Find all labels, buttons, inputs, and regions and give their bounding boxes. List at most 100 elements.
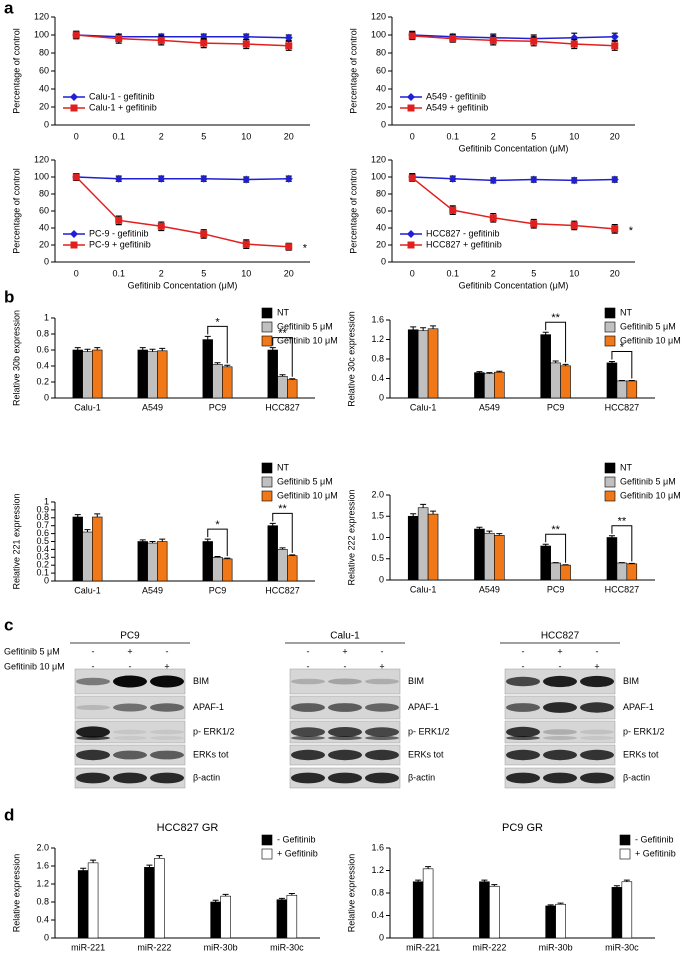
marker <box>570 176 579 185</box>
significance-bracket <box>545 533 567 563</box>
y-tick-label: 80 <box>39 188 49 198</box>
y-tick-label: 80 <box>376 47 386 57</box>
legend-label: NT <box>620 307 632 317</box>
x-tick-label: 0.1 <box>112 268 125 278</box>
marker <box>70 93 78 101</box>
bar <box>621 881 633 939</box>
blot-band <box>543 772 577 784</box>
blot-band <box>543 729 577 735</box>
legend-label: + Gefitinib <box>635 848 676 858</box>
significance-label: ** <box>551 312 560 324</box>
legend-label: A549 - gefitinib <box>426 91 486 101</box>
blot-band <box>291 749 325 761</box>
bar <box>616 380 628 399</box>
marker <box>157 174 166 183</box>
blot-row-label: APAF-1 <box>623 702 654 712</box>
y-tick-label: 0 <box>44 119 49 129</box>
marker <box>70 241 78 249</box>
marker <box>407 93 415 101</box>
x-tick-label: 0 <box>410 268 415 278</box>
bar <box>412 881 424 939</box>
error-bar <box>159 347 166 351</box>
blot-band <box>113 736 147 740</box>
error-bar <box>149 348 156 352</box>
marker <box>157 36 165 44</box>
blot-band <box>113 729 147 735</box>
blot-row-label: ERKs tot <box>408 749 444 759</box>
y-tick-label: 1 <box>44 312 49 322</box>
blot-band <box>543 749 577 761</box>
y-axis-label: Relative 221 expression <box>11 493 21 589</box>
x-tick-label: Calu-1 <box>74 585 101 595</box>
x-tick-label: A549 <box>142 585 163 595</box>
legend-label: HCC827 - gefitinib <box>426 228 500 238</box>
blot-row-label: ERKs tot <box>623 749 659 759</box>
blot-band <box>328 772 362 784</box>
y-tick-label: 120 <box>371 154 386 164</box>
significance-bracket <box>611 525 633 562</box>
x-tick-label: 2 <box>491 268 496 278</box>
bar <box>606 537 618 581</box>
x-tick-label: 20 <box>284 268 294 278</box>
legend-label: NT <box>277 307 289 317</box>
blot-band <box>76 736 110 740</box>
bar <box>626 563 638 581</box>
blot-strip <box>289 668 401 695</box>
bar <box>202 541 213 582</box>
y-axis-label: Percentage of control <box>348 168 358 254</box>
y-tick-label: 0 <box>379 392 384 402</box>
x-tick-label: 2 <box>159 268 164 278</box>
x-tick-label: 5 <box>201 268 206 278</box>
significance-bracket <box>207 528 228 557</box>
marker <box>407 104 415 112</box>
blot-band <box>580 675 614 688</box>
y-tick-label: 0.8 <box>371 887 384 897</box>
significance-bracket <box>272 337 293 377</box>
marker <box>611 42 619 50</box>
x-tick-label: 10 <box>241 268 251 278</box>
blot-row-label: β-actin <box>408 772 435 782</box>
blot-band <box>76 726 110 738</box>
marker <box>72 173 80 181</box>
legend-label: Gefitinib 5 μM <box>620 321 676 331</box>
bar <box>157 350 168 399</box>
blot-band <box>150 729 184 735</box>
bar <box>616 562 628 581</box>
marker <box>489 176 498 185</box>
treatment-sign: - <box>166 646 169 656</box>
y-tick-label: 20 <box>39 101 49 111</box>
treatment-sign: - <box>381 646 384 656</box>
error-bar <box>552 360 559 363</box>
legend-label: Gefitinib 10 μM <box>620 490 681 500</box>
bar <box>267 525 278 582</box>
blot-row-label: p- ERK1/2 <box>623 726 665 736</box>
legend-label: A549 + gefitinib <box>426 102 488 112</box>
y-axis-label: Relative expression <box>346 854 356 933</box>
marker <box>285 243 293 251</box>
bar <box>474 372 485 399</box>
y-tick-label: 0 <box>44 575 49 585</box>
y-tick-label: 1.2 <box>371 865 384 875</box>
blot-band <box>543 736 577 740</box>
treatment-sign: - <box>559 661 562 671</box>
y-tick-label: 0.2 <box>36 560 49 570</box>
blot-band <box>328 678 362 685</box>
y-tick-label: 0.5 <box>371 553 384 563</box>
error-bar <box>542 331 549 335</box>
bar <box>540 545 551 581</box>
bar <box>87 862 99 939</box>
x-tick-label: HCC827 <box>605 402 640 412</box>
error-bar <box>486 530 493 534</box>
marker <box>200 230 208 238</box>
y-tick-label: 0.2 <box>36 376 49 386</box>
marker <box>570 40 578 48</box>
y-tick-label: 2.0 <box>371 489 384 499</box>
y-tick-label: 0.3 <box>36 552 49 562</box>
blot-band <box>506 749 540 761</box>
legend-label: Gefitinib 10 μM <box>620 335 681 345</box>
y-tick-label: 0 <box>44 392 49 402</box>
x-tick-label: Calu-1 <box>74 402 101 412</box>
x-tick-label: 0.1 <box>446 131 459 141</box>
x-tick-label: 10 <box>569 268 579 278</box>
x-tick-label: Calu-1 <box>410 402 437 412</box>
